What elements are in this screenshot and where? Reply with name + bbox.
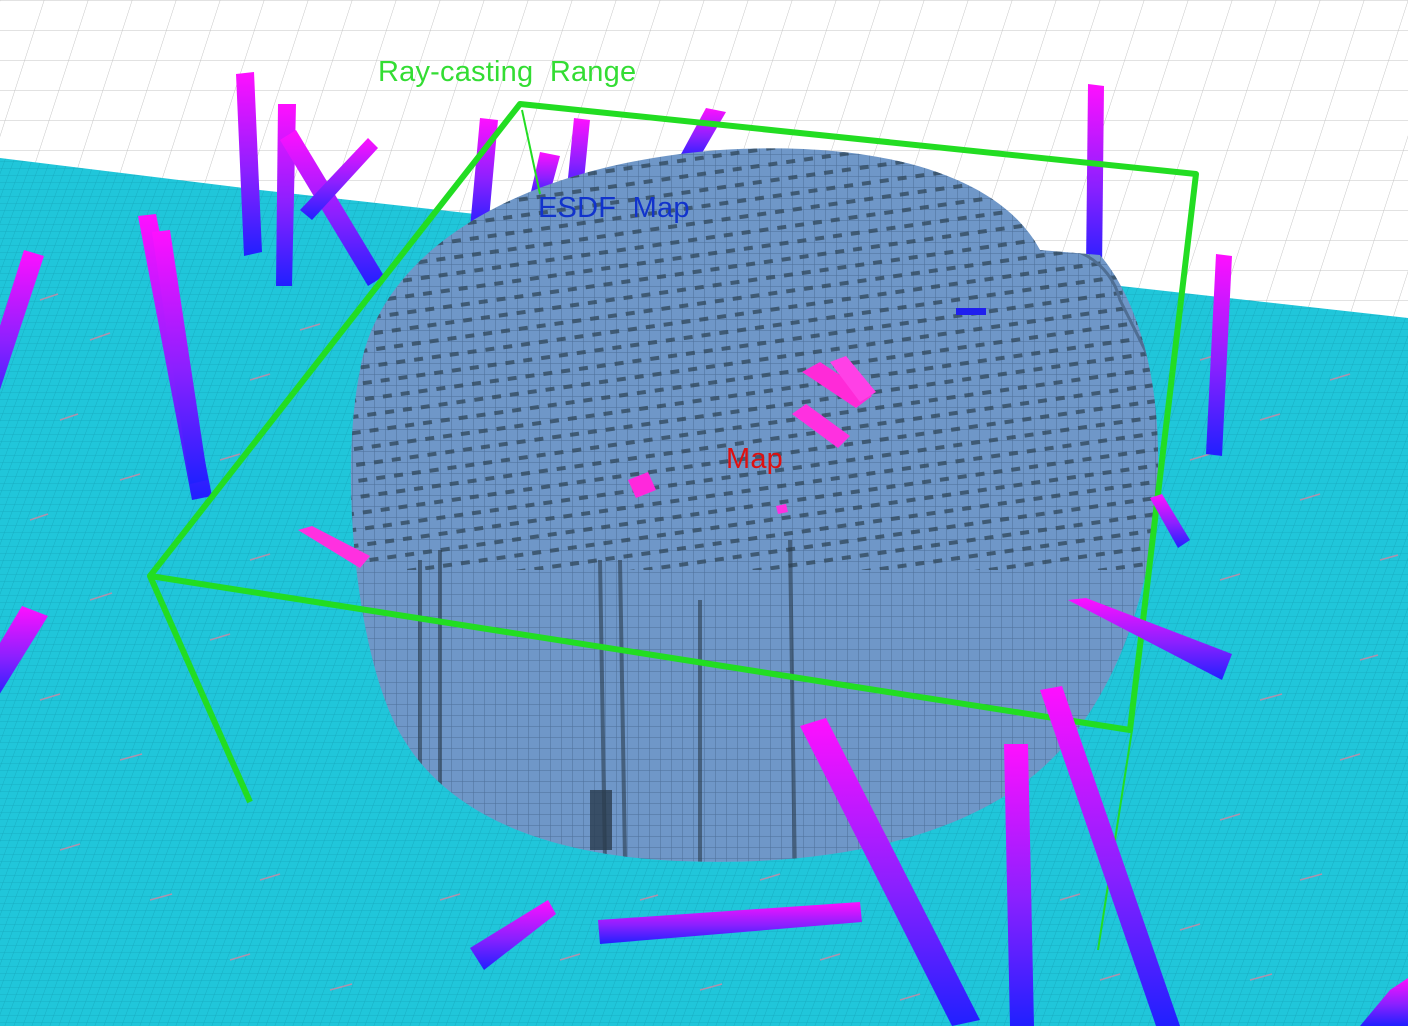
obstacle-pillars-front [470,494,1408,1026]
esdf-map-label: ESDF Map [538,192,690,224]
floor-voxel-marks [29,293,1399,1001]
obstacle-fragments [298,308,986,568]
raycasting-range-label: Ray-casting Range [378,56,637,88]
obstacle-pillars-back [0,72,1232,694]
raycasting-range-box [147,101,1199,951]
map-label: Map [726,443,784,475]
